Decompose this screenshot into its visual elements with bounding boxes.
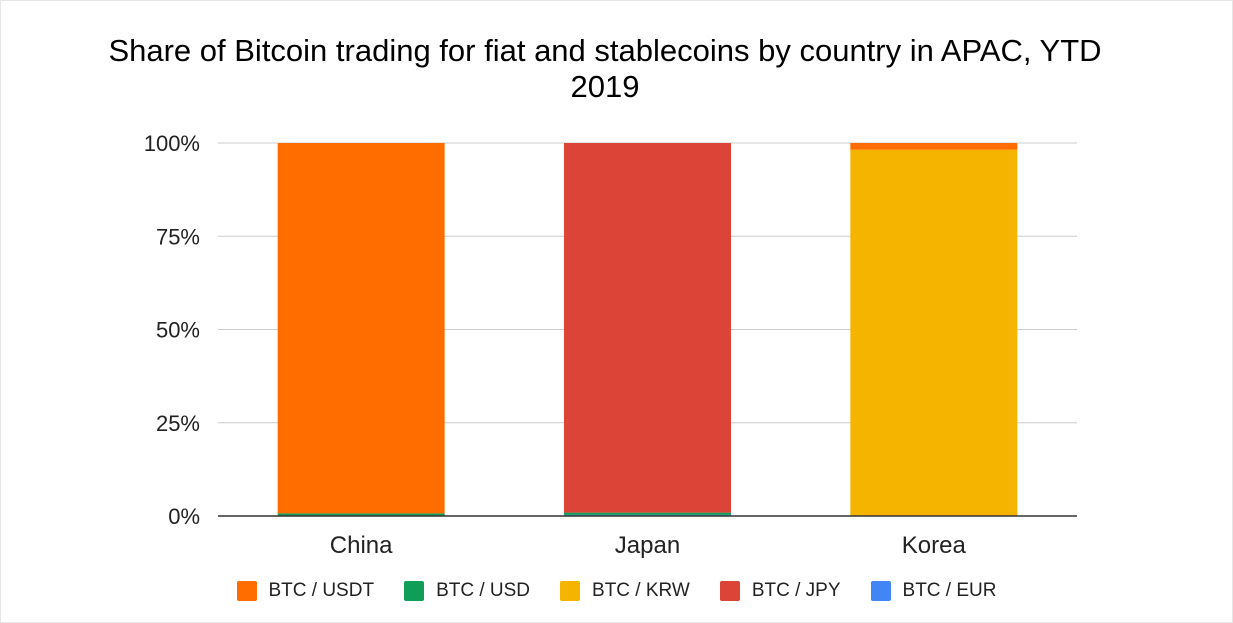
x-tick-label: Korea: [902, 532, 967, 559]
legend-swatch: [560, 581, 581, 601]
x-tick-label: China: [330, 532, 393, 559]
legend-label: BTC / USDT: [268, 580, 375, 601]
bars: [277, 143, 1018, 517]
legend-item: BTC / USD: [404, 580, 530, 602]
bar-china-btc-usd: [277, 513, 445, 516]
y-axis-ticks: 0% 25% 50% 75% 100%: [144, 131, 200, 529]
x-tick-label: Japan: [615, 532, 680, 559]
bar-japan-btc-jpy: [564, 143, 731, 513]
legend-item: BTC / KRW: [560, 580, 690, 602]
bar-china-btc-usdt: [277, 143, 445, 514]
legend-item: BTC / JPY: [719, 580, 841, 602]
y-tick-label: 0%: [168, 504, 200, 529]
y-tick-label: 75%: [156, 224, 200, 249]
legend-item: BTC / EUR: [870, 580, 997, 602]
legend-swatch: [236, 581, 257, 601]
y-tick-label: 50%: [156, 318, 200, 343]
legend-label: BTC / KRW: [592, 580, 690, 601]
bar-korea-btc-krw: [850, 149, 1018, 517]
legend-swatch: [719, 581, 740, 601]
legend-item: BTC / USDT: [236, 580, 375, 602]
legend-label: BTC / USD: [436, 580, 531, 601]
y-tick-label: 25%: [156, 411, 200, 436]
chart-title: Share of Bitcoin trading for fiat and st…: [108, 33, 1102, 104]
legend-swatch: [870, 581, 891, 601]
legend-label: BTC / EUR: [902, 580, 997, 601]
legend-swatch: [404, 581, 425, 601]
bar-japan-btc-usd: [564, 512, 731, 515]
y-tick-label: 100%: [144, 131, 200, 156]
bar-korea-btc-usdt: [850, 143, 1018, 150]
legend-label: BTC / JPY: [751, 580, 841, 601]
legend: BTC / USDT BTC / USD BTC / KRW BTC / JPY BTC…: [0, 576, 1233, 606]
x-axis-ticks: China Japan Korea: [330, 532, 967, 559]
